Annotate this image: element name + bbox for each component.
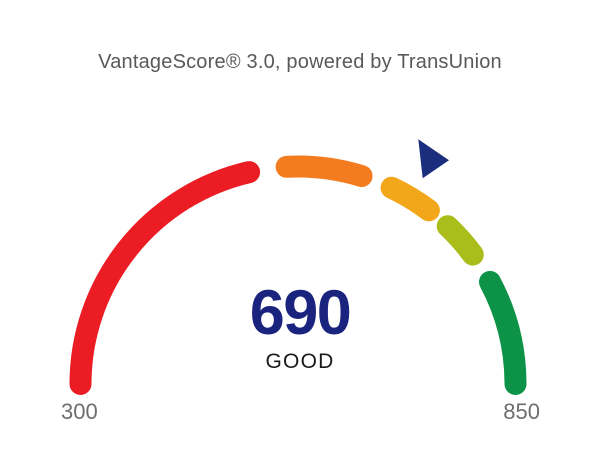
score-pointer-icon <box>418 139 449 179</box>
gauge-segment-red <box>69 161 261 395</box>
gauge-segment-orange <box>275 155 373 187</box>
gauge-segment-yellow-green <box>436 215 484 266</box>
chart-title: VantageScore® 3.0, powered by TransUnion <box>98 51 502 73</box>
score-rating-label: GOOD <box>265 350 335 373</box>
gauge-min-label: 300 <box>61 399 98 424</box>
gauge-max-label: 850 <box>503 399 540 424</box>
gauge-segment-green <box>479 270 527 395</box>
gauge-segment-amber <box>380 176 440 222</box>
score-value: 690 <box>249 278 352 348</box>
